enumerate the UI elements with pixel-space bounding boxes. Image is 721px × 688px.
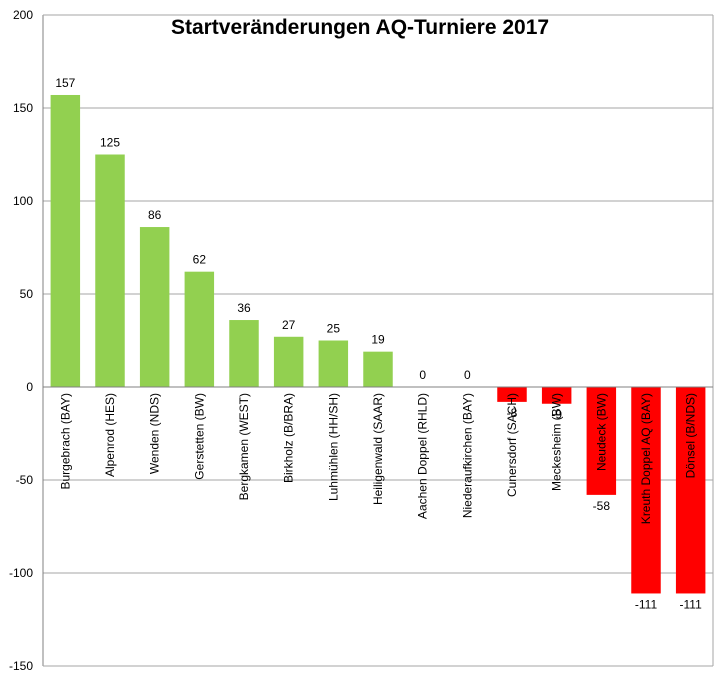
bar — [184, 271, 215, 387]
data-label: 86 — [148, 208, 162, 222]
bars — [50, 94, 706, 594]
y-tick-label: 50 — [20, 287, 34, 301]
data-labels: 157 125 86 62 36 27 25 19 0 0 -8 -9 -58 -111 -111 — [55, 76, 702, 611]
data-label: 27 — [282, 318, 296, 332]
bar — [273, 336, 304, 387]
bar — [50, 94, 81, 387]
data-label: 36 — [237, 301, 251, 315]
data-label: 125 — [100, 136, 120, 150]
data-label: 19 — [371, 333, 385, 347]
category-label: Luhmühlen (HH/SH) — [326, 393, 340, 501]
data-label: -9 — [551, 408, 562, 422]
bar — [95, 154, 125, 387]
data-label: 157 — [55, 76, 75, 90]
grid-lines — [42, 14, 714, 667]
bar — [675, 387, 706, 594]
category-label: Neudeck (BW) — [594, 393, 608, 471]
category-label: Birkholz (B/BRA) — [282, 393, 296, 483]
data-label: 0 — [464, 368, 471, 382]
category-label: Heiligenwald (SAAR) — [371, 393, 385, 505]
y-tick-label: 200 — [13, 8, 33, 22]
bar — [363, 351, 393, 387]
y-tick-label: 100 — [13, 194, 33, 208]
y-tick-label: 0 — [26, 380, 33, 394]
y-tick-label: -100 — [9, 566, 33, 580]
bar — [497, 387, 527, 402]
category-label: Niederaufkirchen (BAY) — [460, 393, 474, 518]
category-label: Cunersdorf (SACH) — [505, 393, 519, 497]
category-label: Burgebrach (BAY) — [58, 393, 72, 490]
y-tick-label: -50 — [16, 473, 34, 487]
y-axis-tick-labels: 200 150 100 50 0 -50 -100 -150 — [9, 8, 33, 673]
category-label: Kreuth Doppel AQ (BAY) — [639, 393, 653, 524]
bar — [229, 320, 259, 387]
data-label: -111 — [635, 597, 658, 611]
category-label: Alpenrod (HES) — [103, 393, 117, 477]
category-labels: Burgebrach (BAY) Alpenrod (HES) Wenden (ND… — [43, 386, 713, 524]
bar — [139, 227, 170, 387]
data-label: 0 — [419, 368, 426, 382]
data-label: -111 — [680, 597, 703, 611]
bar — [318, 340, 349, 387]
category-label: Gerstetten (BW) — [192, 393, 206, 480]
bar — [541, 387, 572, 404]
data-label: 62 — [193, 253, 207, 267]
category-label: Wenden (NDS) — [148, 393, 162, 474]
category-label: Dönsel (B/NDS) — [684, 393, 698, 478]
y-tick-label: 150 — [13, 101, 33, 115]
bar — [586, 387, 617, 495]
data-label: 25 — [327, 322, 341, 336]
category-label: Bergkamen (WEST) — [237, 393, 251, 500]
data-label: -58 — [593, 499, 611, 513]
y-tick-label: -150 — [9, 659, 33, 673]
data-label: -8 — [507, 406, 518, 420]
chart-title: Startveränderungen AQ-Turniere 2017 — [171, 16, 549, 39]
category-label: Aachen Doppel (RHLD) — [416, 393, 430, 519]
category-label: Meckesheim (BW) — [550, 393, 564, 491]
bar — [631, 387, 661, 594]
